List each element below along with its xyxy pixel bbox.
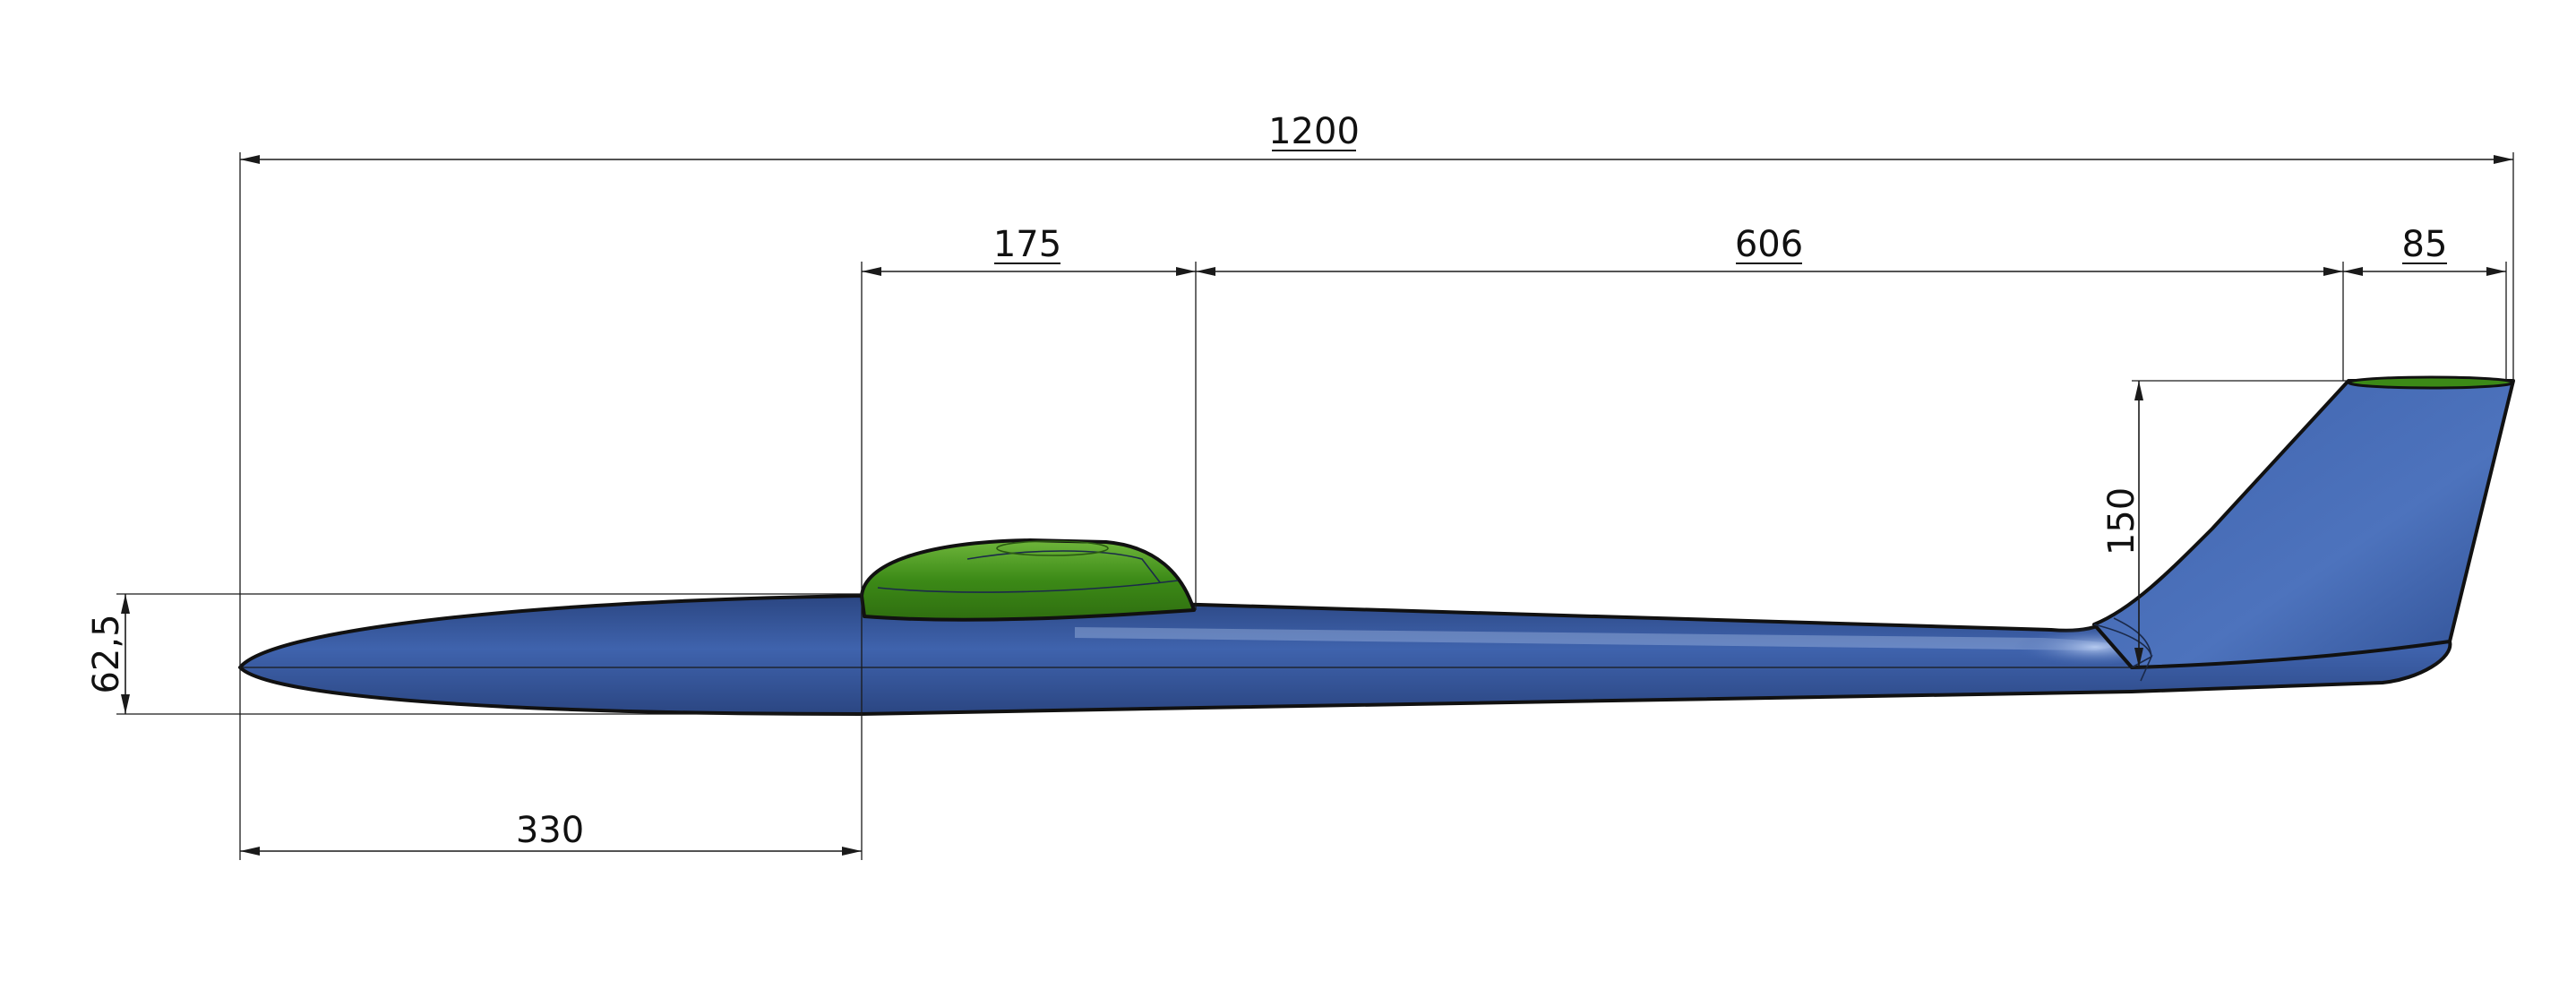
dim-label-fuselage-height: 62,5 [86, 614, 127, 693]
fin-fillet-edge [2113, 617, 2152, 658]
fuselage [238, 375, 2515, 716]
canopy [860, 538, 1196, 622]
dim-label-nose-to-canopy: 330 [516, 810, 584, 851]
dim-fin-tip-chord: 85 [2343, 224, 2507, 381]
canopy-edge [966, 550, 1161, 583]
canopy-edge [877, 580, 1179, 593]
dim-overall-length: 1200 [239, 111, 2514, 667]
vertical-fin [2092, 379, 2515, 669]
dim-nose-to-canopy: 330 [239, 667, 862, 860]
dim-canopy-to-fin: 606 [1196, 224, 2344, 381]
dim-label-overall-length: 1200 [1268, 111, 1360, 152]
dim-fin-height: 150 [2101, 380, 2348, 667]
dim-label-canopy-to-fin: 606 [1735, 224, 1803, 265]
canopy-hatch [996, 540, 1109, 556]
dim-label-fin-height: 150 [2101, 487, 2142, 555]
dim-label-fin-tip-chord: 85 [2402, 224, 2448, 265]
dim-label-canopy-length: 175 [993, 224, 1061, 265]
dim-canopy-length: 175 [861, 224, 1197, 860]
fuselage-highlight [1075, 627, 2123, 650]
fin-tip-cap [2347, 375, 2515, 390]
dim-fuselage-height: 62,5 [86, 593, 862, 715]
